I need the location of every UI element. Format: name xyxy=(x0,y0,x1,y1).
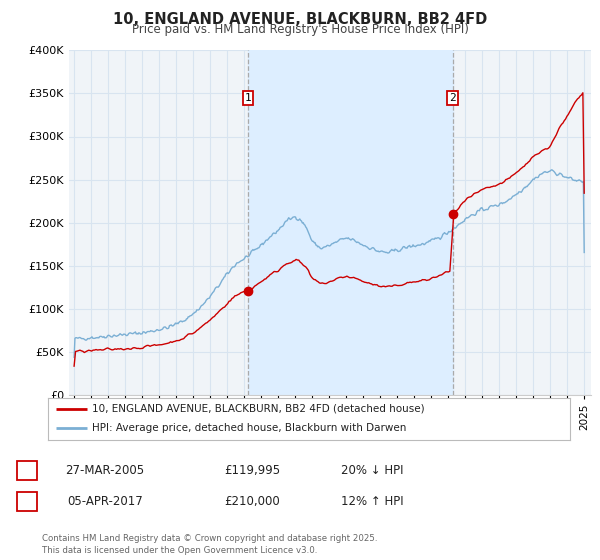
Text: 2: 2 xyxy=(449,93,456,102)
Text: £119,995: £119,995 xyxy=(224,464,280,477)
Text: 2: 2 xyxy=(23,494,31,508)
Bar xyxy=(248,50,452,395)
Text: Contains HM Land Registry data © Crown copyright and database right 2025.
This d: Contains HM Land Registry data © Crown c… xyxy=(42,534,377,555)
Text: £210,000: £210,000 xyxy=(224,494,280,508)
Text: 12% ↑ HPI: 12% ↑ HPI xyxy=(341,494,403,508)
Text: 1: 1 xyxy=(245,93,251,102)
Text: HPI: Average price, detached house, Blackburn with Darwen: HPI: Average price, detached house, Blac… xyxy=(92,423,407,433)
Text: 1: 1 xyxy=(23,464,31,477)
Text: 10, ENGLAND AVENUE, BLACKBURN, BB2 4FD: 10, ENGLAND AVENUE, BLACKBURN, BB2 4FD xyxy=(113,12,487,26)
Text: 27-MAR-2005: 27-MAR-2005 xyxy=(65,464,145,477)
Text: Price paid vs. HM Land Registry's House Price Index (HPI): Price paid vs. HM Land Registry's House … xyxy=(131,22,469,36)
Text: 20% ↓ HPI: 20% ↓ HPI xyxy=(341,464,403,477)
Text: 10, ENGLAND AVENUE, BLACKBURN, BB2 4FD (detached house): 10, ENGLAND AVENUE, BLACKBURN, BB2 4FD (… xyxy=(92,404,425,414)
Text: 05-APR-2017: 05-APR-2017 xyxy=(67,494,143,508)
